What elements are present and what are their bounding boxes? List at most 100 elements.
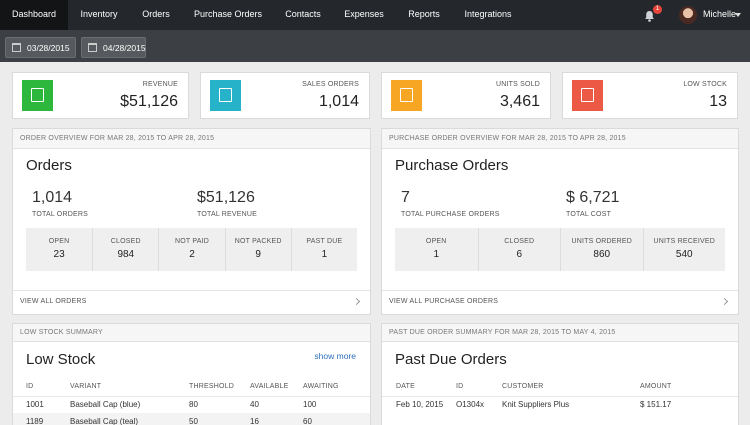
breakdown-label: OPEN — [425, 238, 447, 245]
overview-panel: PURCHASE ORDER OVERVIEW FOR MAR 28, 2015… — [381, 128, 739, 315]
table-cell: $ 151.17 — [640, 400, 672, 409]
panel-header-band — [382, 324, 738, 342]
breakdown-label: PAST DUE — [306, 238, 343, 245]
breakdown-strip: OPEN 1 CLOSED 6 UNITS ORDERED 860 UNITS RECEIV… — [395, 228, 725, 271]
breakdown-value: 9 — [255, 249, 261, 260]
total-label: TOTAL COST — [566, 211, 612, 218]
stat-value: 1,014 — [318, 93, 359, 110]
user-avatar[interactable] — [679, 6, 697, 24]
breakdown-cell: CLOSED 984 — [92, 228, 158, 271]
notification-bell[interactable] — [644, 9, 655, 22]
nav-item[interactable]: Reports — [408, 9, 440, 19]
user-name[interactable]: Michelle — [703, 9, 737, 19]
breakdown-value: 23 — [53, 249, 65, 260]
breakdown-label: OPEN — [48, 238, 70, 245]
panel-header-band — [382, 129, 738, 149]
nav-item[interactable]: Inventory — [80, 9, 118, 19]
table-cell[interactable]: Knit Suppliers Plus — [502, 400, 570, 409]
panel-footer-rule — [382, 290, 738, 291]
nav-item[interactable]: Dashboard — [11, 9, 57, 19]
footer-link[interactable]: VIEW ALL PURCHASE ORDERS — [389, 298, 499, 305]
stat-card: SALES ORDERS 1,014 — [200, 72, 370, 119]
breakdown-value: 1 — [321, 249, 328, 260]
breakdown-cell: UNITS RECEIVED 540 — [642, 228, 726, 271]
stat-card: LOW STOCK 13 — [562, 72, 738, 119]
breakdown-cell: CLOSED 6 — [477, 228, 561, 271]
column-header: AVAILABLE — [250, 383, 289, 390]
table-cell[interactable]: 1189 — [26, 417, 44, 425]
panel-title: Purchase Orders — [395, 157, 509, 174]
table-cell: 60 — [303, 417, 312, 425]
table-cell[interactable]: 1001 — [26, 400, 44, 409]
summary-panel: PAST DUE ORDER SUMMARY FOR MAR 28, 2015 … — [381, 323, 739, 425]
breakdown-cell: OPEN 1 — [395, 228, 478, 271]
panel-footer-rule — [13, 290, 370, 291]
table-row — [382, 396, 738, 413]
total-value: 7 — [401, 189, 410, 206]
breakdown-cell: PAST DUE 1 — [290, 228, 357, 271]
table-cell: 50 — [189, 417, 198, 425]
footer-chevron[interactable] — [352, 297, 361, 306]
total-value: $ 6,721 — [566, 189, 620, 206]
breakdown-value: 984 — [117, 249, 135, 260]
breakdown-label: CLOSED — [504, 238, 535, 245]
stat-value: 3,461 — [499, 93, 540, 110]
nav-item[interactable]: Orders — [142, 9, 170, 19]
show-more-link[interactable]: show more — [314, 351, 356, 361]
breakdown-cell: NOT PAID 2 — [158, 228, 224, 271]
table-cell[interactable]: O1304x — [456, 400, 485, 409]
user-caret — [735, 13, 741, 17]
breakdown-cell: OPEN 23 — [26, 228, 92, 271]
column-header: THRESHOLD — [189, 383, 234, 390]
calendar-icon — [12, 43, 21, 52]
table-cell: 100 — [303, 400, 317, 409]
panel-header: LOW STOCK SUMMARY — [20, 329, 103, 336]
table-row — [13, 413, 370, 425]
notification-badge: 1 — [653, 5, 662, 14]
breakdown-label: UNITS RECEIVED — [653, 238, 716, 245]
breakdown-value: 540 — [675, 249, 693, 260]
nav-item[interactable]: Purchase Orders — [193, 9, 263, 19]
breakdown-value: 860 — [593, 249, 611, 260]
breakdown-value: 6 — [516, 249, 523, 260]
stat-glyph — [400, 88, 413, 102]
breakdown-label: NOT PAID — [174, 238, 209, 245]
panel-title: Past Due Orders — [395, 351, 507, 368]
date-picker[interactable]: 03/28/2015 — [5, 37, 76, 58]
column-header: VARIANT — [70, 383, 102, 390]
table-cell: 16 — [250, 417, 259, 425]
top-nav — [0, 0, 750, 30]
table-cell: Feb 10, 2015 — [396, 400, 444, 409]
panel-title: Orders — [26, 157, 72, 174]
column-header: DATE — [396, 383, 415, 390]
overview-panel: ORDER OVERVIEW FOR MAR 28, 2015 TO APR 2… — [12, 128, 371, 315]
stat-glyph — [581, 88, 594, 102]
stat-glyph — [219, 88, 232, 102]
column-header: AMOUNT — [640, 383, 672, 390]
breakdown-value: 1 — [433, 249, 440, 260]
column-header: ID — [26, 383, 34, 390]
column-header: ID — [456, 383, 464, 390]
footer-link[interactable]: VIEW ALL ORDERS — [20, 298, 87, 305]
nav-item[interactable]: Integrations — [464, 9, 512, 19]
breakdown-cell: UNITS ORDERED 860 — [560, 228, 643, 271]
footer-chevron[interactable] — [720, 297, 729, 306]
stat-icon — [22, 80, 53, 111]
panel-header: PAST DUE ORDER SUMMARY FOR MAR 28, 2015 … — [389, 329, 616, 336]
table-cell: Baseball Cap (teal) — [70, 417, 139, 425]
table-cell: Baseball Cap (blue) — [70, 400, 141, 409]
breakdown-label: NOT PACKED — [234, 238, 282, 245]
nav-item[interactable]: Contacts — [285, 9, 321, 19]
nav-item[interactable]: Expenses — [344, 9, 384, 19]
panel-header: PURCHASE ORDER OVERVIEW FOR MAR 28, 2015… — [389, 135, 626, 142]
total-label: TOTAL ORDERS — [32, 211, 88, 218]
total-label: TOTAL PURCHASE ORDERS — [401, 211, 500, 218]
date-picker[interactable]: 04/28/2015 — [81, 37, 146, 58]
stat-icon — [210, 80, 241, 111]
stat-label: UNITS SOLD — [495, 81, 540, 88]
panel-title: Low Stock — [26, 351, 96, 368]
total-value: $51,126 — [197, 189, 255, 206]
calendar-icon — [88, 43, 97, 52]
table-row — [13, 396, 370, 413]
